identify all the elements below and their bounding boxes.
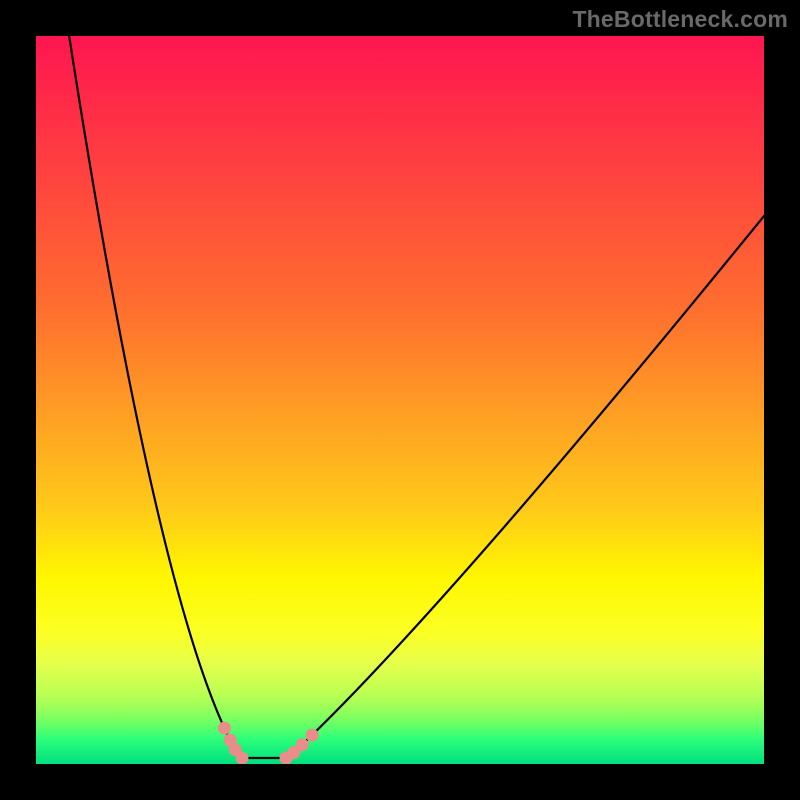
- watermark-text: TheBottleneck.com: [572, 6, 788, 33]
- curve-marker: [280, 752, 293, 765]
- curve-marker: [236, 752, 249, 765]
- curve-marker: [306, 729, 319, 742]
- curve-marker: [218, 722, 231, 735]
- curve-marker: [296, 738, 309, 751]
- bottleneck-curve: [36, 36, 764, 764]
